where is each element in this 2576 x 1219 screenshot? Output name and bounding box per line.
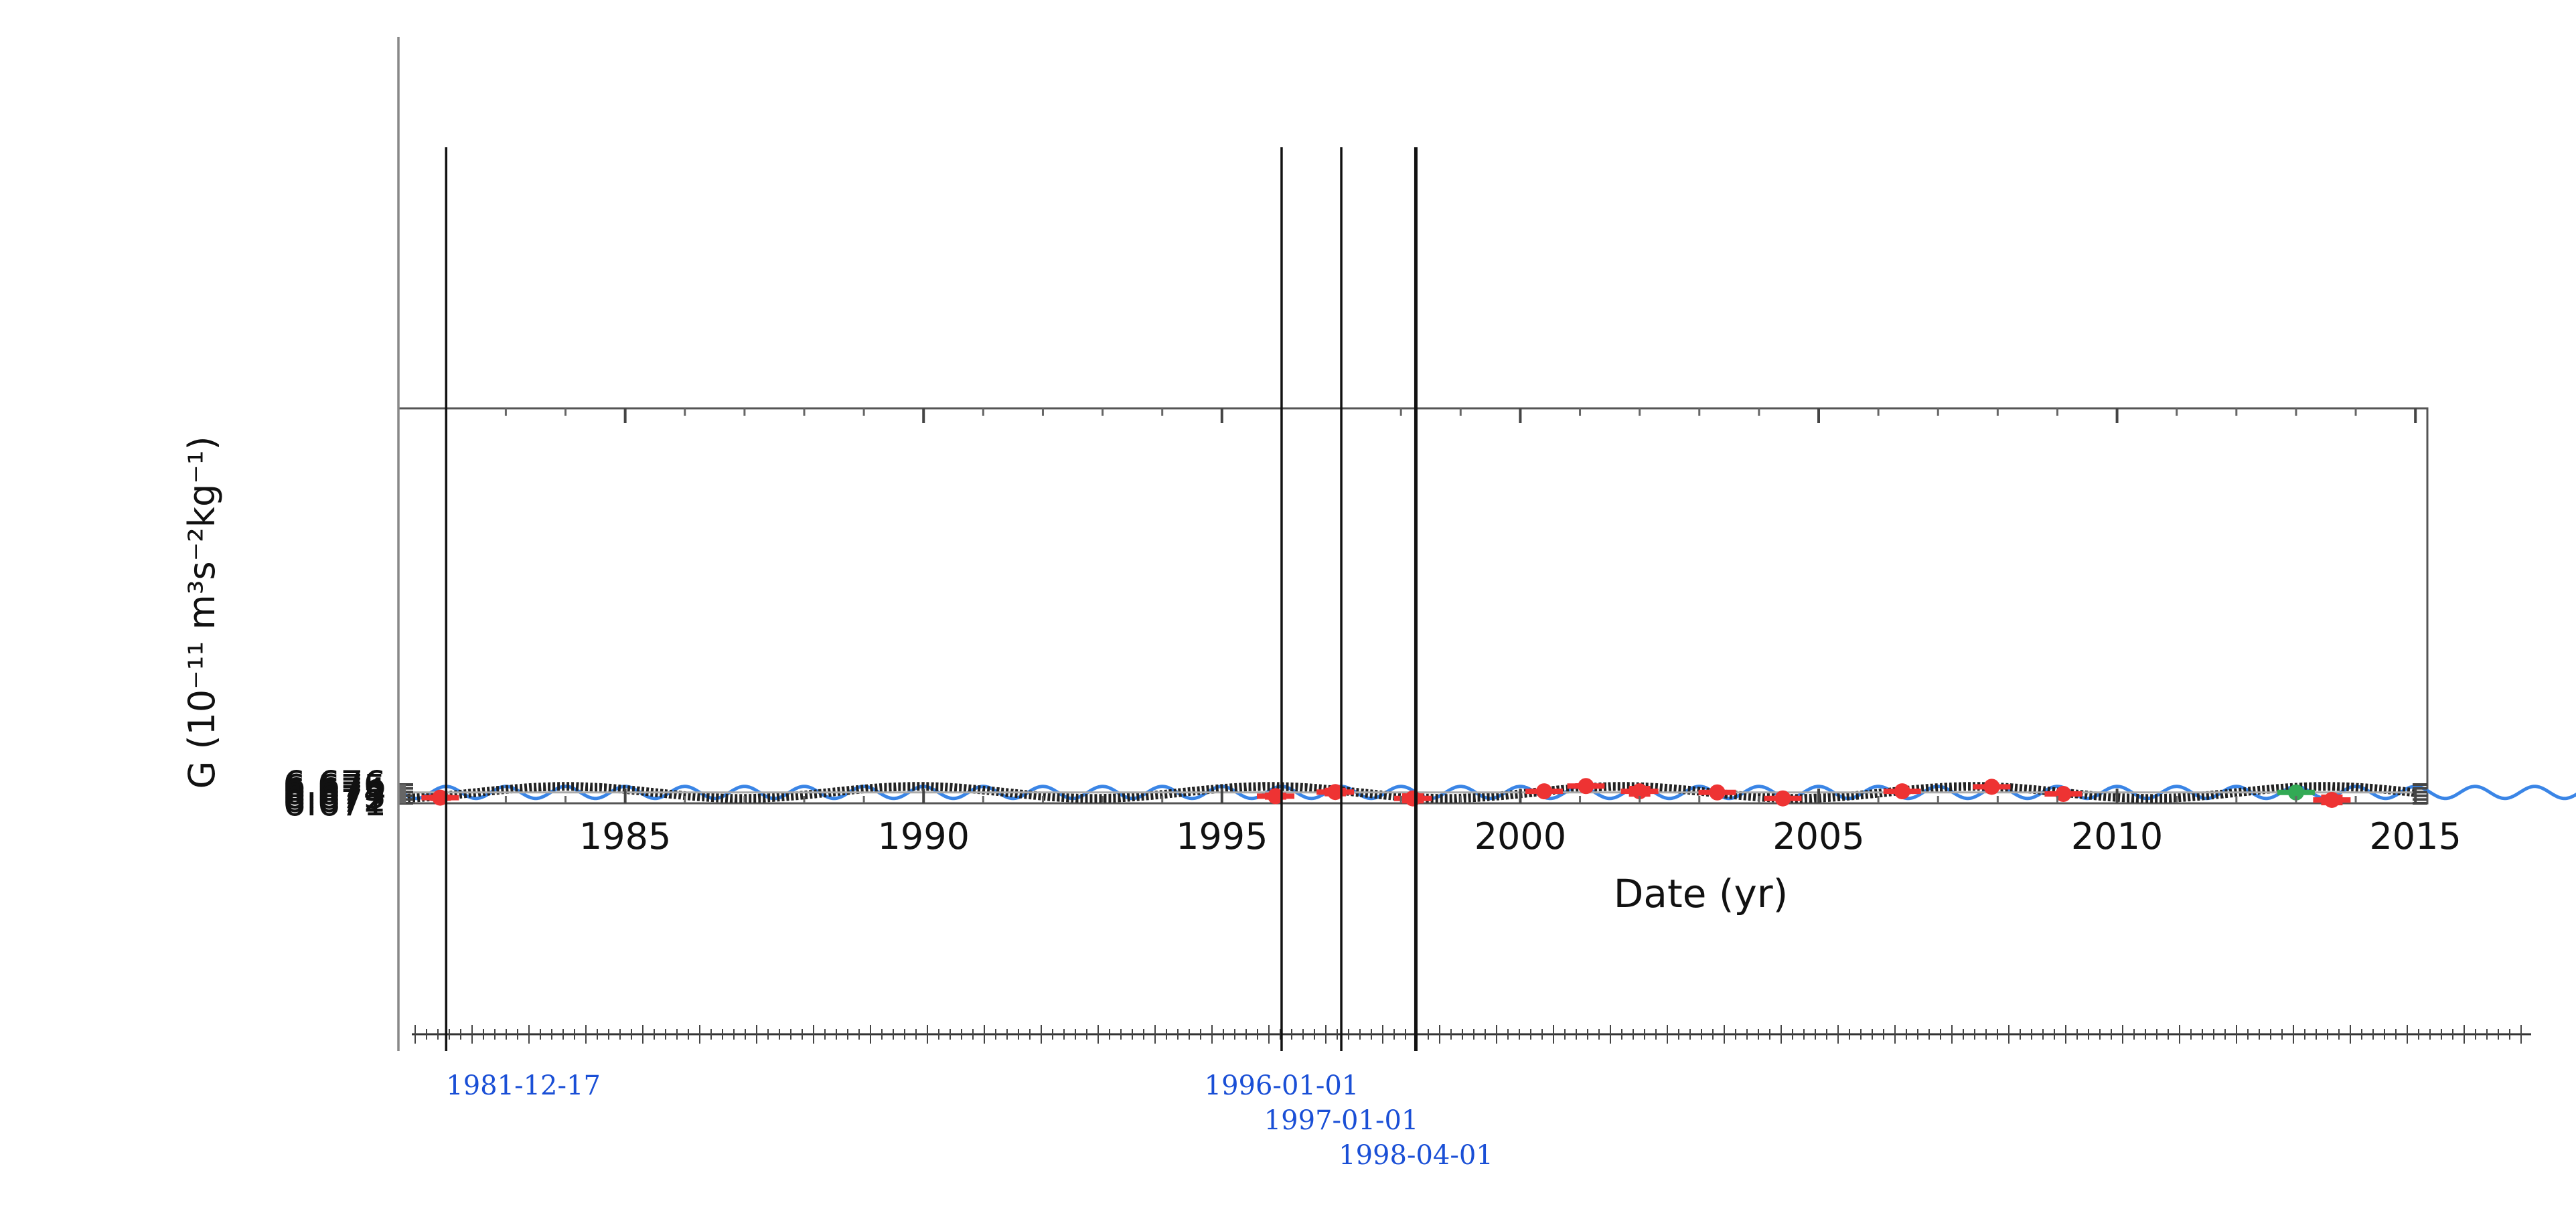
data-point <box>1578 778 1594 795</box>
data-point <box>1536 783 1553 800</box>
y-tick-label: 6.673 <box>283 775 386 817</box>
data-point <box>1894 783 1910 800</box>
data-point <box>1774 790 1791 807</box>
x-axis-label: Date (yr) <box>1614 871 1789 916</box>
x-tick-label: 2000 <box>1474 815 1566 858</box>
x-tick-label: 1990 <box>878 815 970 858</box>
data-point <box>1709 784 1726 801</box>
x-tick-label: 2015 <box>2369 815 2461 858</box>
data-point <box>1327 784 1344 801</box>
data-point <box>2055 785 2072 802</box>
plot-background <box>397 407 2429 805</box>
timeline-date-label: 1997-01-01 <box>1264 1105 1419 1136</box>
y-tick-label: 6.676 <box>283 763 386 805</box>
data-point <box>2287 784 2304 801</box>
data-point <box>2324 791 2340 808</box>
data-point <box>1405 790 1421 807</box>
x-tick-label: 2010 <box>2071 815 2163 858</box>
data-point <box>1631 783 1648 800</box>
data-point <box>432 789 449 806</box>
timeline-date-label: 1996-01-01 <box>1205 1070 1359 1101</box>
y-tick-label: 6.675 <box>283 767 386 809</box>
x-tick-label: 1995 <box>1176 815 1268 858</box>
y-tick-label: 6.671 <box>283 782 386 824</box>
timeline-date-label: 1998-04-01 <box>1339 1140 1493 1171</box>
timeline-date-label: 1981-12-17 <box>446 1070 601 1101</box>
x-tick-label: 1985 <box>579 815 671 858</box>
timeline-group: 1981-12-17 1996-01-01 1997-01-01 1998-04-01 <box>397 37 2531 1171</box>
data-point <box>1983 779 2000 795</box>
data-point <box>1268 788 1284 805</box>
y-axis-label: G (10⁻¹¹ m³s⁻²kg⁻¹) <box>181 436 223 789</box>
y-tick-label: 6.674 <box>283 770 386 813</box>
measurement-points-group <box>421 778 2351 808</box>
y-tick-label: 6.672 <box>283 778 386 820</box>
x-tick-label: 2005 <box>1772 815 1864 858</box>
